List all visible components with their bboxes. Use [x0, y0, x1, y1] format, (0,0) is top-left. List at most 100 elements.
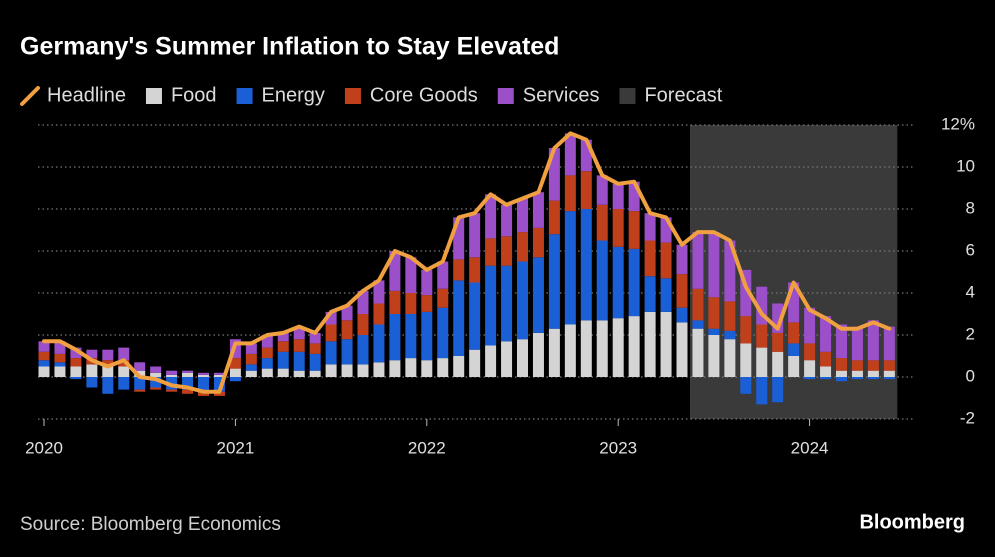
bar-segment	[804, 360, 816, 377]
bar-segment	[293, 351, 305, 371]
bar-segment	[851, 326, 863, 361]
bar-segment	[134, 370, 146, 377]
bar-segment	[437, 358, 449, 377]
headline-line	[42, 131, 892, 394]
bar-segment	[70, 358, 82, 367]
x-tick-label: 2023	[599, 438, 637, 457]
bar-segment	[309, 343, 321, 354]
bar-segment	[150, 372, 162, 377]
bar-segment	[485, 265, 497, 346]
bar-segment	[86, 377, 98, 388]
y-tick-label: 6	[966, 240, 975, 259]
bar-segment	[182, 372, 194, 377]
bar-segment	[644, 213, 656, 241]
bar-segment	[293, 370, 305, 377]
bar-segment	[182, 389, 194, 394]
bar-segment	[86, 364, 98, 377]
bar-segment	[548, 234, 560, 329]
bar-segment	[564, 324, 576, 377]
bar-segment	[469, 213, 481, 258]
bar-segment	[883, 370, 895, 377]
bar-segment	[580, 209, 592, 321]
bar-segment	[118, 347, 130, 361]
bar-segment	[277, 341, 289, 352]
bar-segment	[580, 139, 592, 172]
y-tick-label: 4	[966, 282, 975, 301]
bar-segment	[453, 217, 465, 260]
bar-segment	[644, 276, 656, 312]
bar-segment	[437, 261, 449, 289]
bar-segment	[804, 307, 816, 344]
bar-segment	[676, 244, 688, 275]
bar-segment	[405, 314, 417, 359]
bar-segment	[532, 192, 544, 228]
bar-segment	[708, 328, 720, 335]
bar-segment	[724, 301, 736, 331]
logo: Bloomberg	[859, 511, 965, 533]
bar-segment	[548, 328, 560, 377]
bar-segment	[54, 362, 66, 367]
bar-segment	[548, 200, 560, 235]
bar-segment	[54, 366, 66, 377]
bar-segment	[54, 353, 66, 363]
bar-segment	[836, 370, 847, 377]
bar-segment	[118, 360, 130, 367]
bar-segment	[548, 148, 560, 201]
bar-segment	[198, 372, 209, 375]
bar-segment	[357, 290, 369, 314]
bar-segment	[389, 314, 401, 361]
bar-segment	[421, 360, 433, 377]
bar-segment	[772, 303, 784, 333]
bar-segment	[517, 198, 528, 233]
bar-segment	[501, 204, 513, 237]
bar-segment	[501, 265, 513, 342]
bar-segment	[38, 351, 50, 361]
bar-segment	[373, 280, 385, 304]
bar-segment	[70, 366, 82, 377]
bar-segment	[198, 374, 209, 377]
bar-segment	[485, 345, 497, 377]
bar-segment	[660, 311, 672, 377]
bar-segment	[245, 353, 257, 365]
bar-segment	[820, 366, 832, 377]
bar-segment	[261, 368, 273, 377]
bar-segment	[198, 391, 209, 396]
bar-segment	[341, 339, 353, 365]
bar-segment	[469, 282, 481, 350]
bar-segment	[261, 347, 273, 359]
bar-segment	[756, 286, 768, 325]
bar-segment	[198, 377, 209, 392]
bar-segment	[213, 391, 225, 396]
bar-segment	[532, 227, 544, 258]
legend: Headline Food Energy Core Goods Services Fore…	[20, 84, 723, 106]
bar-segment	[70, 347, 82, 359]
x-tick-label: 2022	[408, 438, 446, 457]
bar-segment	[788, 322, 800, 344]
legend-label: Forecast	[644, 84, 722, 106]
legend-swatch	[20, 86, 40, 106]
bar-segment	[660, 217, 672, 243]
bar-segment	[341, 364, 353, 377]
bar-segment	[134, 377, 146, 390]
bar-segment	[389, 251, 401, 291]
bar-segment	[245, 364, 257, 371]
bar-segment	[118, 366, 130, 377]
bar-segment	[612, 183, 624, 209]
bar-segment	[820, 377, 832, 380]
bar-segment	[309, 332, 321, 344]
bar-segment	[564, 133, 576, 176]
bar-segment	[373, 362, 385, 377]
y-tick-label: 2	[966, 324, 975, 343]
bar-segment	[676, 307, 688, 323]
bar-segment	[453, 356, 465, 377]
bar-segment	[580, 320, 592, 377]
x-tick-label: 2020	[25, 438, 63, 457]
bar-segment	[820, 316, 832, 352]
legend-swatch	[236, 88, 253, 104]
bar-segment	[708, 335, 720, 377]
bar-segment	[612, 246, 624, 319]
legend-label: Energy	[262, 84, 325, 106]
bar-segment	[772, 377, 784, 403]
bar-segment	[612, 209, 624, 247]
source: Source: Bloomberg Economics	[20, 514, 281, 535]
